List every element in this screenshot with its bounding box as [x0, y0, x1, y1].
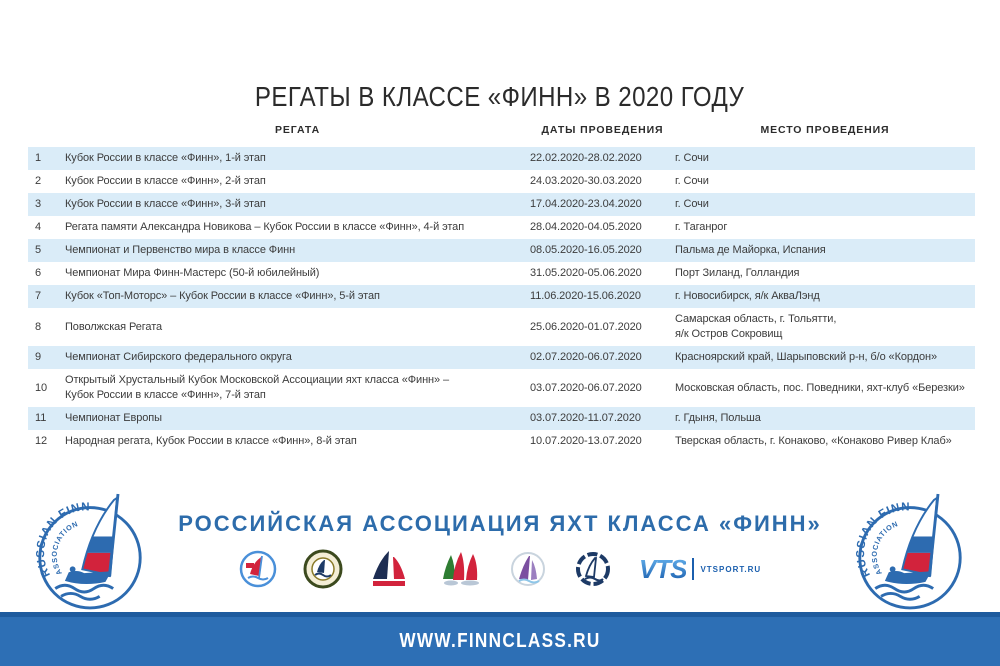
regatta-dates: 03.07.2020-11.07.2020 — [530, 412, 641, 424]
regatta-name: Поволжская Регата — [65, 320, 163, 333]
row-number: 5 — [35, 244, 42, 256]
row-number: 12 — [35, 435, 48, 447]
ring-sail-logo-icon — [573, 549, 613, 589]
russian-finn-association-logo-right: RUSSIAN FINN ASSOCIATION — [854, 488, 966, 612]
bottom-website-bar: WWW.FINNCLASS.RU — [0, 617, 1000, 666]
regatta-dates: 03.07.2020-06.07.2020 — [530, 381, 642, 394]
regatta-table: 1 Кубок России в классе «Финн», 1-й этап… — [28, 147, 975, 453]
purple-sail-circle-logo-icon — [509, 550, 547, 588]
regatta-place: Пальма де Майорка, Испания — [675, 244, 826, 256]
table-row: 3 Кубок России в классе «Финн», 3-й этап… — [28, 193, 975, 216]
regatta-place: Московская область, пос. Поведники, яхт-… — [675, 381, 965, 394]
regatta-name: Открытый Хрустальный Кубок Московской Ас… — [65, 374, 450, 401]
regatta-dates: 28.04.2020-04.05.2020 — [530, 221, 642, 233]
bottom-bar-accent-line — [0, 612, 1000, 617]
regatta-dates: 25.06.2020-01.07.2020 — [530, 320, 642, 333]
table-row: 7 Кубок «Топ-Моторс» – Кубок России в кл… — [28, 285, 975, 308]
table-row: 6 Чемпионат Мира Финн-Мастерс (50-й юбил… — [28, 262, 975, 285]
table-row: 11 Чемпионат Европы 03.07.2020-11.07.202… — [28, 407, 975, 430]
regatta-dates: 11.06.2020-15.06.2020 — [530, 290, 641, 302]
table-header-row: РЕГАТА ДАТЫ ПРОВЕДЕНИЯ МЕСТО ПРОВЕДЕНИЯ — [28, 124, 975, 136]
regatta-place: г. Сочи — [675, 175, 709, 187]
row-number: 1 — [35, 152, 42, 164]
regatta-name: Кубок России в классе «Финн», 1-й этап — [65, 152, 266, 164]
row-number: 2 — [35, 175, 42, 187]
regatta-name: Народная регата, Кубок России в классе «… — [65, 435, 357, 447]
vts-divider — [692, 558, 695, 580]
regatta-name: Чемпионат и Первенство мира в классе Фин… — [65, 244, 296, 256]
regatta-dates: 10.07.2020-13.07.2020 — [530, 435, 642, 447]
regatta-dates: 17.04.2020-23.04.2020 — [530, 198, 642, 210]
vts-logo: VTS VTSPORT.RU — [639, 556, 761, 582]
website-url: WWW.FINNCLASS.RU — [399, 630, 601, 652]
table-row: 1 Кубок России в классе «Финн», 1-й этап… — [28, 147, 975, 170]
russian-finn-association-logo-left: RUSSIAN FINN ASSOCIATION — [34, 488, 146, 612]
regatta-dates: 24.03.2020-30.03.2020 — [530, 175, 642, 187]
table-row: 5 Чемпионат и Первенство мира в классе Ф… — [28, 239, 975, 262]
page-title-text: РЕГАТЫ В КЛАССЕ «ФИНН» В 2020 ГОДУ — [255, 81, 745, 112]
table-row: 10 Открытый Хрустальный Кубок Московской… — [28, 369, 975, 407]
header-spacer — [28, 124, 65, 136]
regatta-name: Кубок «Топ-Моторс» – Кубок России в клас… — [65, 290, 380, 302]
rus-sailing-logo-icon — [369, 549, 411, 589]
regatta-name: Чемпионат Сибирского федерального округа — [65, 351, 292, 363]
regatta-place: Самарская область, г. Тольятти, я/к Остр… — [675, 313, 837, 340]
finn-masters-circle-logo-icon — [239, 550, 277, 588]
header-place: МЕСТО ПРОВЕДЕНИЯ — [760, 124, 890, 136]
vts-site-text: VTSPORT.RU — [700, 564, 762, 574]
sailboat-logo-icon: RUSSIAN FINN ASSOCIATION — [35, 493, 142, 610]
regatta-dates: 31.05.2020-05.06.2020 — [530, 267, 642, 279]
regatta-place: Порт Зиланд, Голландия — [675, 267, 800, 279]
regatta-place: г. Сочи — [675, 198, 709, 210]
vts-logo-text: VTS — [638, 554, 688, 584]
row-number: 3 — [35, 198, 42, 210]
table-row: 2 Кубок России в классе «Финн», 2-й этап… — [28, 170, 975, 193]
iusc-circle-logo-icon — [303, 549, 343, 589]
table-row: 9 Чемпионат Сибирского федерального окру… — [28, 346, 975, 369]
regatta-place: г. Новосибирск, я/к АкваЛэнд — [675, 290, 820, 302]
header-regatta: РЕГАТА — [274, 124, 321, 136]
sponsor-logo-strip: VTS VTSPORT.RU — [0, 546, 1000, 592]
regatta-place: Красноярский край, Шарыповский р-н, б/о … — [675, 351, 937, 363]
sailboat-logo-icon: RUSSIAN FINN ASSOCIATION — [855, 493, 962, 610]
regatta-name: Кубок России в классе «Финн», 2-й этап — [65, 175, 266, 187]
regatta-name: Кубок России в классе «Финн», 3-й этап — [65, 198, 266, 210]
regatta-place: г. Гдыня, Польша — [675, 412, 761, 424]
green-red-sails-logo-icon — [437, 549, 483, 589]
regatta-place: Тверская область, г. Конаково, «Конаково… — [675, 435, 952, 447]
table-row: 4 Регата памяти Александра Новикова – Ку… — [28, 216, 975, 239]
regatta-place: г. Таганрог — [675, 221, 728, 233]
row-number: 10 — [35, 381, 48, 394]
row-number: 11 — [35, 412, 47, 424]
row-number: 8 — [35, 320, 42, 333]
row-number: 6 — [35, 267, 42, 279]
table-row: 8 Поволжская Регата 25.06.2020-01.07.202… — [28, 308, 975, 346]
row-number: 4 — [35, 221, 42, 233]
association-title: РОССИЙСКАЯ АССОЦИАЦИЯ ЯХТ КЛАССА «ФИНН» — [178, 511, 822, 536]
regatta-name: Регата памяти Александра Новикова – Кубо… — [65, 221, 465, 233]
row-number: 9 — [35, 351, 42, 363]
regatta-dates: 08.05.2020-16.05.2020 — [530, 244, 642, 256]
regatta-place: г. Сочи — [675, 152, 709, 164]
page-title: РЕГАТЫ В КЛАССЕ «ФИНН» В 2020 ГОДУ — [0, 82, 1000, 112]
regatta-dates: 02.07.2020-06.07.2020 — [530, 351, 642, 363]
header-dates: ДАТЫ ПРОВЕДЕНИЯ — [541, 124, 664, 136]
table-row: 12 Народная регата, Кубок России в класс… — [28, 430, 975, 453]
regatta-name: Чемпионат Мира Финн-Мастерс (50-й юбилей… — [65, 267, 320, 279]
row-number: 7 — [35, 290, 42, 302]
regatta-dates: 22.02.2020-28.02.2020 — [530, 152, 642, 164]
regatta-name: Чемпионат Европы — [65, 412, 162, 424]
